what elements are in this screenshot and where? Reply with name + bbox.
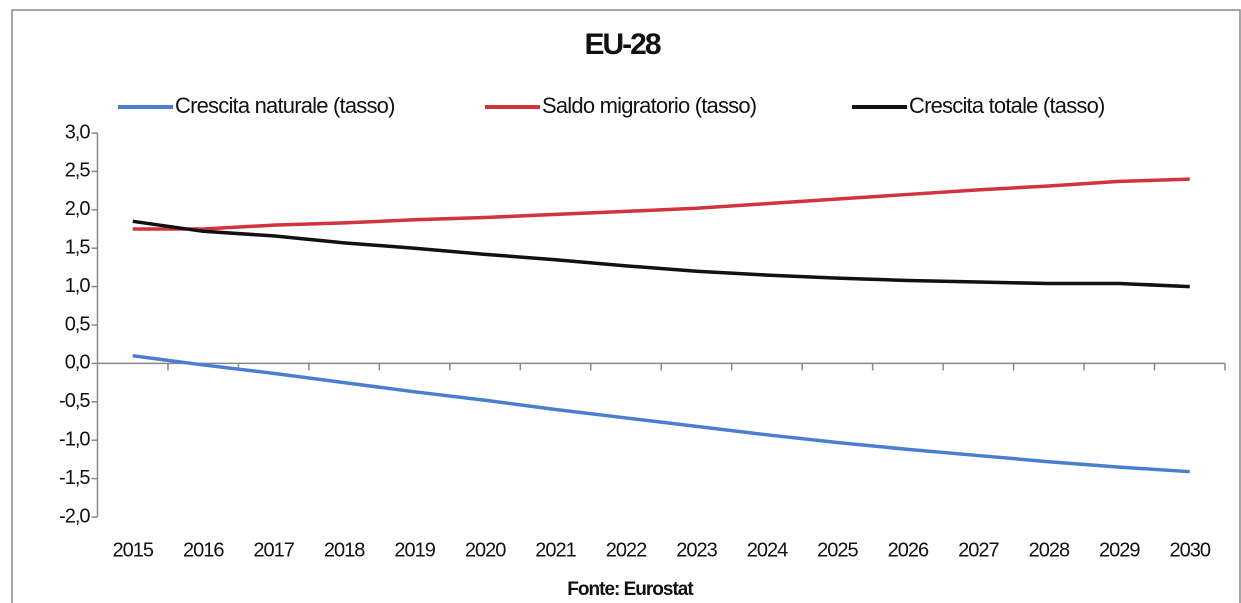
x-tick-label: 2022 [606, 539, 647, 561]
x-tick-label: 2023 [676, 539, 717, 561]
x-tick-label: 2026 [888, 539, 929, 561]
y-tick-label: -1,5 [59, 467, 90, 489]
series-line [132, 177, 1190, 231]
legend-label: Crescita totale (tasso) [909, 93, 1105, 118]
series-line [132, 353, 1190, 474]
y-tick-label: 1,0 [65, 275, 91, 297]
y-tick-label: 2,0 [65, 198, 91, 220]
x-tick-label: 2016 [183, 539, 224, 561]
series-line [132, 219, 1190, 289]
x-tick-label: 2028 [1029, 539, 1070, 561]
chart-frame [11, 9, 1241, 603]
y-tick-label: -0,5 [59, 390, 90, 412]
x-tick-label: 2025 [817, 539, 858, 561]
y-tick-label: 2,5 [65, 160, 91, 182]
x-tick-label: 2030 [1170, 539, 1211, 561]
y-tick-label: -2,0 [59, 505, 90, 527]
chart-title: EU-28 [584, 28, 660, 61]
y-tick-label: -1,0 [59, 428, 90, 450]
x-tick-label: 2019 [394, 539, 435, 561]
x-tick-label: 2029 [1099, 539, 1140, 561]
y-tick-label: 3,0 [65, 121, 91, 143]
x-tick-label: 2021 [535, 539, 576, 561]
x-tick-label: 2024 [747, 539, 788, 561]
y-tick-label: 0,5 [65, 313, 91, 335]
x-tick-label: 2018 [324, 539, 365, 561]
legend-label: Saldo migratorio (tasso) [542, 93, 756, 118]
x-tick-label: 2015 [112, 539, 153, 561]
y-tick-label: 1,5 [65, 236, 91, 258]
x-tick-label: 2017 [253, 539, 294, 561]
x-tick-label: 2027 [958, 539, 999, 561]
source: Fonte: Eurostat [567, 579, 694, 600]
x-tick-label: 2020 [465, 539, 506, 561]
y-tick-label: 0,0 [65, 352, 91, 374]
legend-label: Crescita naturale (tasso) [175, 93, 395, 118]
